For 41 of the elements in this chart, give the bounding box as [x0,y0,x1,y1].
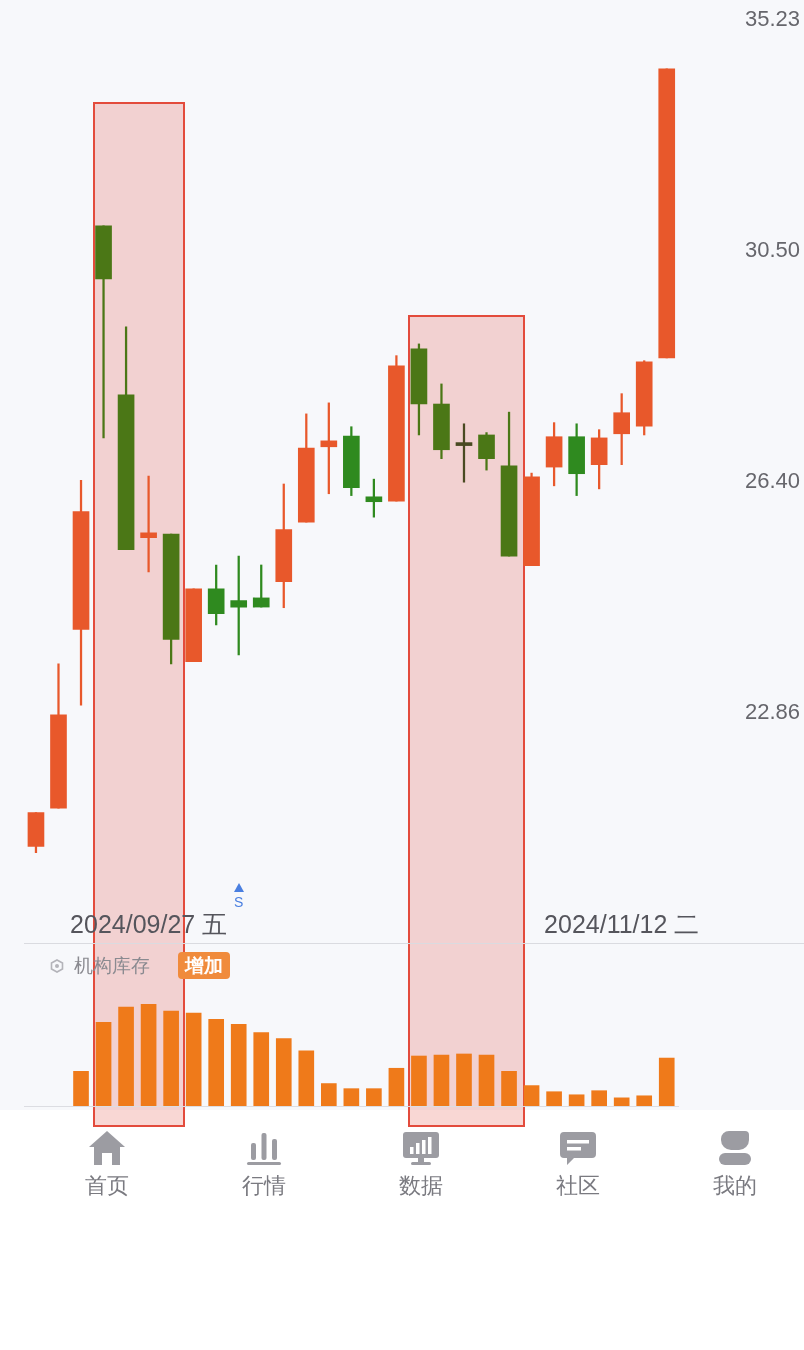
y-tick-label: 30.50 [744,237,800,262]
bar [613,1097,630,1106]
bar [411,1055,427,1106]
text: 首页 [84,1173,130,1199]
bar [95,1022,112,1106]
bar [140,1004,157,1106]
bar [388,1067,405,1106]
text: 行情 [241,1173,287,1199]
bar [478,1054,495,1106]
candlestick [140,475,157,573]
text: 社区 [555,1173,601,1199]
bar [118,1006,134,1106]
y-tick-label: 26.40 [744,468,800,494]
bar [185,1012,202,1106]
bar [546,1091,562,1106]
bar [591,1090,607,1106]
y-tick-label: 22.86 [744,698,800,724]
bar [343,1088,360,1106]
bar [253,1032,270,1106]
bar [230,1024,247,1106]
bar [636,1095,653,1106]
bar [433,1054,450,1106]
text: 数据 [398,1173,444,1199]
annotation: S [234,894,244,910]
y-tick-label: 35.23 [744,6,800,32]
bar [73,1070,89,1106]
bar [298,1050,315,1106]
bar [163,1010,179,1106]
candlestick [95,225,112,439]
bar [320,1083,337,1106]
text: 我的 [712,1173,758,1199]
bar [208,1018,225,1106]
bar [568,1094,585,1106]
bar [366,1088,382,1106]
bar [658,1057,675,1106]
bar [523,1085,540,1106]
bar [501,1070,517,1106]
badge: 增加 [178,952,230,979]
bar [275,1038,292,1106]
x-tick-label: 2024/11/12 二 [544,909,700,938]
bar [456,1053,472,1106]
